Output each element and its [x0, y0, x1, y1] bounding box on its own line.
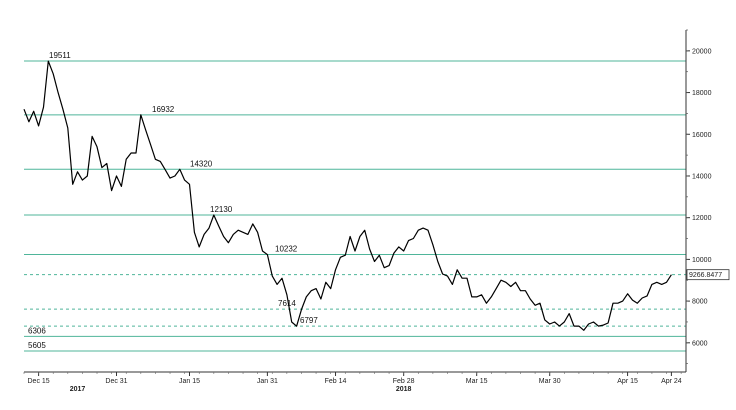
x-tick-label-5: Feb 28: [393, 378, 415, 385]
x-tick-label-2: Jan 15: [179, 378, 200, 385]
x-tick-label-7: Mar 30: [539, 378, 561, 385]
x-year-labels: 2017 2018: [70, 386, 412, 393]
y-tick-label-18000: 18000: [692, 90, 712, 97]
level-label-6797: 6797: [300, 316, 318, 325]
level-label-7614: 7614: [278, 299, 296, 308]
y-tick-label-6000: 6000: [692, 340, 708, 347]
y-tick-label-10000: 10000: [692, 257, 712, 264]
level-label-6306: 6306: [28, 326, 46, 335]
y-tick-label-8000: 8000: [692, 299, 708, 306]
last-price-box: 9266.8477: [686, 269, 730, 281]
x-tick-label-4: Feb 14: [325, 378, 347, 385]
y-tick-label-14000: 14000: [692, 173, 712, 180]
x-tick-label-3: Jan 31: [257, 378, 278, 385]
level-label-16932: 16932: [152, 105, 175, 114]
year-label-2018: 2018: [396, 386, 412, 393]
x-tick-label-1: Dec 31: [105, 378, 127, 385]
level-labels: 19511 16932 14320 12130 10232 7614 6797 6306 560…: [28, 51, 318, 350]
last-price-label: 9266.8477: [689, 272, 722, 279]
y-tick-label-16000: 16000: [692, 132, 712, 139]
year-label-2017: 2017: [70, 386, 86, 393]
y-tick-label-12000: 12000: [692, 215, 712, 222]
y-axis-ticks: 20000 18000 16000 14000 12000 10000 8000 6000: [686, 29, 712, 365]
x-tick-label-6: Mar 15: [466, 378, 488, 385]
y-tick-label-20000: 20000: [692, 48, 712, 55]
axes: [24, 30, 687, 373]
level-label-19511: 19511: [49, 51, 71, 60]
last-price-box-bg: [686, 269, 730, 281]
level-label-10232: 10232: [275, 245, 298, 254]
level-label-5605: 5605: [28, 341, 46, 350]
level-lines: [24, 60, 686, 352]
price-series-line: [23, 60, 672, 331]
level-label-14320: 14320: [190, 159, 213, 168]
x-axis-ticks: Dec 15 Dec 31 Jan 15 Jan 31 Feb 14 Feb 28 Mar …: [23, 372, 682, 385]
x-tick-label-8: Apr 15: [617, 378, 638, 385]
x-tick-label-0: Dec 15: [28, 378, 50, 385]
level-label-12130: 12130: [210, 205, 233, 214]
x-tick-label-9: Apr 24: [661, 378, 682, 385]
